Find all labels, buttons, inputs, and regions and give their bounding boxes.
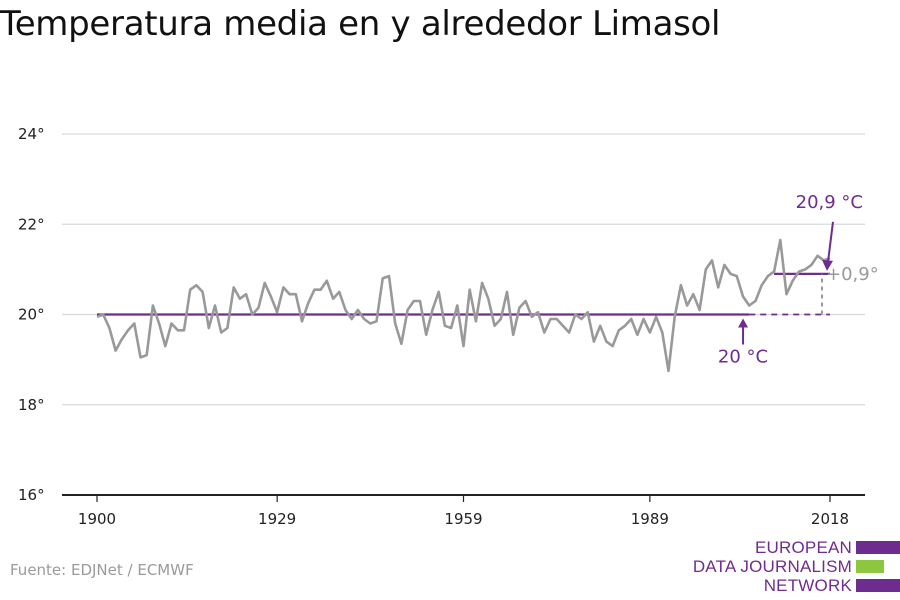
chart-title: Temperatura media en y alrededor Limasol bbox=[0, 4, 721, 44]
y-tick-label: 16° bbox=[18, 486, 45, 504]
baseline-arrow-head bbox=[738, 318, 749, 328]
x-tick-label: 1959 bbox=[444, 510, 482, 528]
x-axis: 1900 1929 1959 1989 2018 bbox=[62, 494, 865, 528]
y-tick-label: 22° bbox=[18, 215, 45, 233]
logo-line-2: DATA JOURNALISM bbox=[692, 557, 852, 576]
y-tick-label: 18° bbox=[18, 396, 45, 414]
logo-text: EUROPEAN DATA JOURNALISM NETWORK bbox=[693, 538, 852, 595]
y-axis-ticks: 16° 18° 20° 22° 24° bbox=[18, 125, 45, 504]
x-tick-label: 1989 bbox=[631, 510, 669, 528]
edjnet-logo: EUROPEAN DATA JOURNALISM NETWORK bbox=[660, 538, 900, 596]
recent-label: 20,9 °C bbox=[796, 192, 863, 213]
source-note: Fuente: EDJNet / ECMWF bbox=[10, 561, 194, 579]
annotations: +0,9° 20 °C 20,9 °C bbox=[718, 192, 879, 368]
y-tick-label: 20° bbox=[18, 306, 45, 324]
difference-label: +0,9° bbox=[826, 264, 879, 285]
temperature-series-line bbox=[96, 238, 831, 373]
series-layer bbox=[96, 238, 831, 373]
x-tick-label: 1900 bbox=[78, 510, 116, 528]
recent-arrow-shaft bbox=[827, 221, 834, 263]
logo-line-3: NETWORK bbox=[763, 576, 852, 595]
logo-line-1: EUROPEAN bbox=[754, 538, 852, 557]
x-tick-label: 2018 bbox=[811, 510, 849, 528]
recent-arrow-head bbox=[822, 259, 833, 271]
baseline-label: 20 °C bbox=[718, 347, 768, 368]
logo-bar-1 bbox=[856, 541, 900, 554]
x-tick-label: 1929 bbox=[258, 510, 296, 528]
y-tick-label: 24° bbox=[18, 125, 45, 143]
logo-bar-2 bbox=[856, 560, 884, 573]
logo-bar-3 bbox=[856, 579, 900, 592]
